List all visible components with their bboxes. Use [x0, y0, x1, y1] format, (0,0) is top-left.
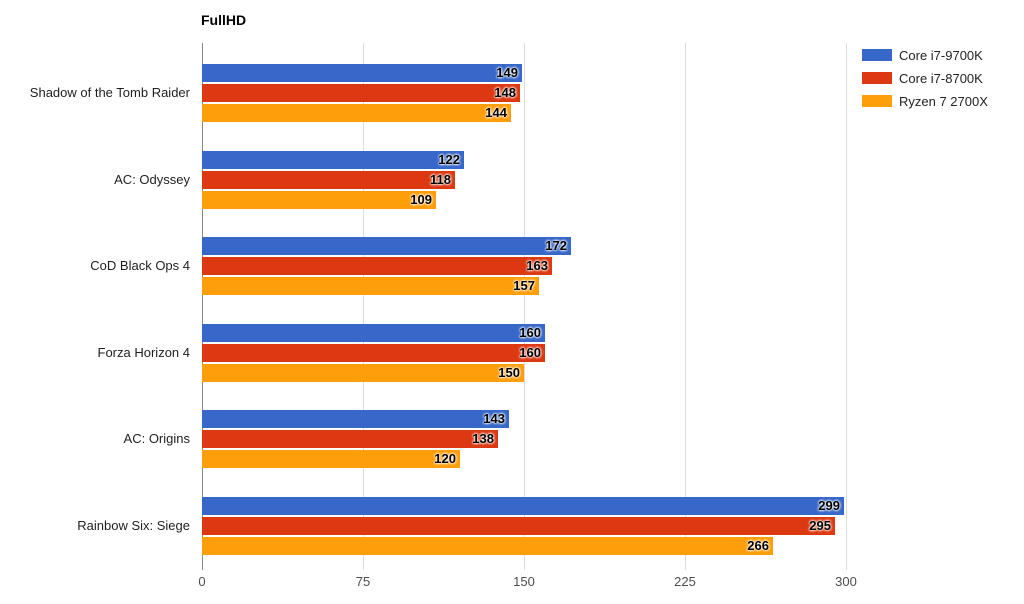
bar-value-label: 122: [438, 152, 460, 167]
bar: 299: [202, 497, 844, 515]
legend-swatch-red: [862, 72, 892, 84]
bar: 157: [202, 277, 539, 295]
bar-value-label: 148: [494, 85, 516, 100]
x-tick-label: 225: [674, 574, 696, 589]
zero-gridline: [202, 43, 203, 570]
bar-value-label: 143: [483, 411, 505, 426]
legend-item-core-i7-8700k: Core i7-8700K: [862, 70, 988, 86]
bar-value-label: 160: [519, 325, 541, 340]
category-label: Rainbow Six: Siege: [77, 518, 190, 533]
gridline: [846, 43, 847, 570]
bar: 122: [202, 151, 464, 169]
legend-item-core-i7-9700k: Core i7-9700K: [862, 47, 988, 63]
category-label: AC: Origins: [123, 431, 190, 446]
bar-value-label: 150: [498, 365, 520, 380]
bar: 150: [202, 364, 524, 382]
bar-value-label: 138: [472, 431, 494, 446]
category-label: CoD Black Ops 4: [90, 258, 190, 273]
bar: 118: [202, 171, 455, 189]
bar-value-label: 149: [496, 65, 518, 80]
gridline: [524, 43, 525, 570]
bar-value-label: 109: [410, 192, 432, 207]
bar-value-label: 160: [519, 345, 541, 360]
x-tick-label: 150: [513, 574, 535, 589]
bar-value-label: 163: [526, 258, 548, 273]
bar: 148: [202, 84, 520, 102]
bar: 143: [202, 410, 509, 428]
bar: 149: [202, 64, 522, 82]
category-label: AC: Odyssey: [114, 172, 190, 187]
bar: 109: [202, 191, 436, 209]
x-tick-label: 0: [198, 574, 206, 589]
legend-item-ryzen-7-2700x: Ryzen 7 2700X: [862, 93, 988, 109]
legend-label: Core i7-8700K: [899, 70, 983, 86]
legend-swatch-orange: [862, 95, 892, 107]
bar-value-label: 144: [485, 105, 507, 120]
bar: 163: [202, 257, 552, 275]
category-label: Forza Horizon 4: [97, 345, 190, 360]
bar-value-label: 120: [434, 451, 456, 466]
bar: 295: [202, 517, 835, 535]
x-tick-label: 300: [835, 574, 857, 589]
category-label: Shadow of the Tomb Raider: [29, 85, 190, 100]
legend: Core i7-9700K Core i7-8700K Ryzen 7 2700…: [862, 48, 988, 117]
bar-value-label: 295: [809, 518, 831, 533]
bar-value-label: 266: [747, 538, 769, 553]
bar-value-label: 157: [513, 278, 535, 293]
bar: 138: [202, 430, 498, 448]
bar: 144: [202, 104, 511, 122]
legend-label: Ryzen 7 2700X: [899, 93, 988, 109]
bar-value-label: 172: [545, 238, 567, 253]
gridline: [685, 43, 686, 570]
chart-title: FullHD: [201, 12, 247, 28]
bar: 160: [202, 344, 545, 362]
bar: 120: [202, 450, 460, 468]
bar: 266: [202, 537, 773, 555]
bar: 172: [202, 237, 571, 255]
bar-value-label: 299: [818, 498, 840, 513]
bar-value-label: 118: [430, 172, 451, 187]
legend-label: Core i7-9700K: [899, 47, 983, 63]
bar: 160: [202, 324, 545, 342]
legend-swatch-blue: [862, 49, 892, 61]
x-tick-label: 75: [355, 574, 371, 589]
gridline: [363, 43, 364, 570]
